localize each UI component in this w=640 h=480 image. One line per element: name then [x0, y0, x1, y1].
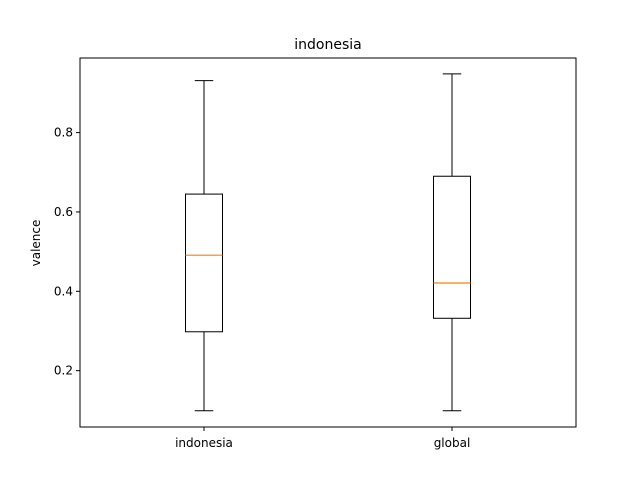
box	[433, 175, 471, 319]
chart-title: indonesia	[294, 37, 361, 53]
y-axis-label: valence	[29, 220, 43, 267]
x-tick-label: indonesia	[175, 436, 233, 450]
y-tick-label: 0.8	[54, 126, 73, 140]
plot-area: 0.2 0.4 0.6 0.8 indonesia global	[54, 57, 577, 450]
y-tick-label: 0.6	[54, 205, 73, 219]
box	[185, 193, 223, 333]
y-tick-label: 0.4	[54, 284, 73, 298]
axes-frame	[79, 57, 577, 428]
x-tick-label: global	[434, 436, 471, 450]
y-tick-label: 0.2	[54, 364, 73, 378]
